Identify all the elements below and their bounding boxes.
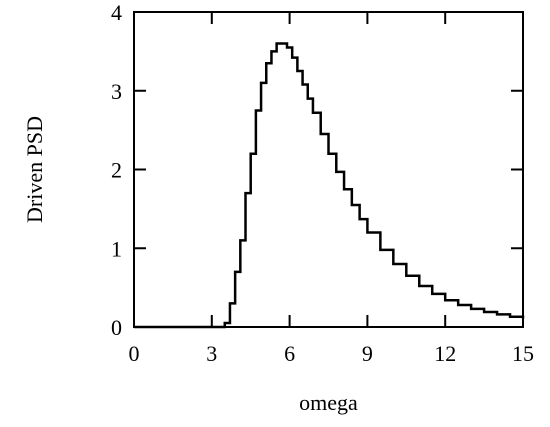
x-tick-label-0: 0 bbox=[129, 341, 140, 366]
y-tick-label-4: 4 bbox=[111, 0, 122, 25]
y-tick-label-2: 2 bbox=[111, 158, 122, 183]
x-tick-label-3: 9 bbox=[362, 341, 373, 366]
plot-frame bbox=[133, 11, 524, 328]
x-axis-label: omega bbox=[299, 390, 358, 415]
y-axis-label: Driven PSD bbox=[22, 116, 47, 223]
y-tick-label-3: 3 bbox=[111, 79, 122, 104]
y-tick-label-0: 0 bbox=[111, 315, 122, 340]
series-line bbox=[134, 42, 525, 329]
x-tick-label-2: 6 bbox=[284, 341, 295, 366]
x-ticks: 0 3 6 9 12 15 bbox=[129, 12, 534, 366]
x-tick-label-1: 3 bbox=[206, 341, 217, 366]
x-tick-label-5: 15 bbox=[512, 341, 534, 366]
y-tick-label-1: 1 bbox=[111, 236, 122, 261]
x-tick-label-4: 12 bbox=[434, 341, 456, 366]
y-ticks: 0 1 2 3 4 bbox=[111, 0, 523, 340]
